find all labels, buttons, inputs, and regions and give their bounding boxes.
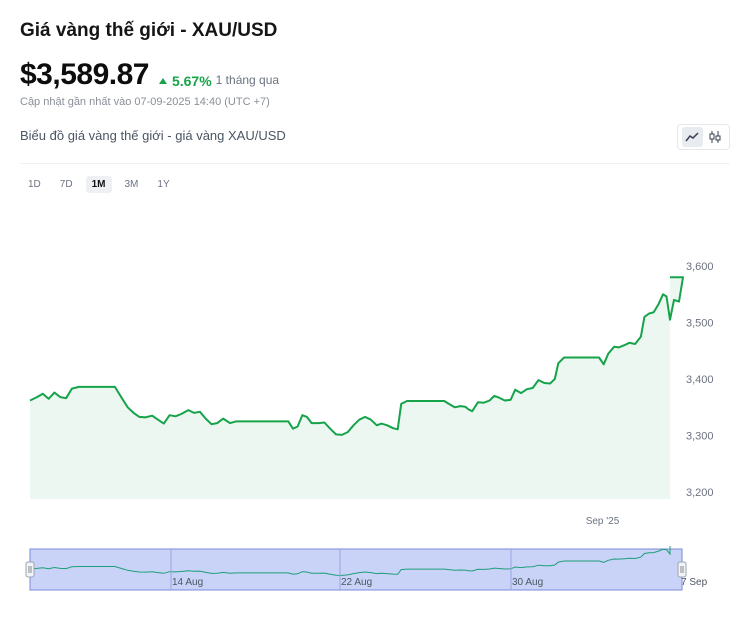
- navigator-label: 7 Sep: [681, 577, 708, 588]
- price-line: [29, 276, 684, 436]
- navigator-label: 22 Aug: [341, 577, 372, 588]
- navigator-handle-left[interactable]: [25, 561, 35, 578]
- y-tick-label: 3,600: [686, 261, 714, 273]
- x-tick-label: Sep '25: [586, 516, 620, 527]
- navigator-label: 30 Aug: [512, 577, 543, 588]
- current-price: $3,589.87: [20, 58, 149, 91]
- chart-title: Biểu đồ giá vàng thế giới - giá vàng XAU…: [20, 128, 286, 143]
- y-tick-label: 3,500: [686, 318, 714, 330]
- price-change: 5.67%: [158, 73, 212, 89]
- range-1m[interactable]: 1M: [85, 176, 112, 193]
- range-1d[interactable]: 1D: [28, 179, 41, 190]
- header-divider: [20, 163, 730, 164]
- page-title: Giá vàng thế giới - XAU/USD: [20, 20, 278, 41]
- candlestick-button[interactable]: [704, 127, 725, 147]
- change-percent: 5.67%: [171, 73, 212, 89]
- navigator-handle-right[interactable]: [677, 561, 687, 578]
- price-area: [30, 277, 683, 499]
- range-selector: 1D 7D 1M 3M 1Y: [22, 176, 183, 193]
- line-chart-button[interactable]: [681, 127, 703, 147]
- y-tick-label: 3,400: [686, 374, 714, 386]
- up-arrow-icon: [158, 78, 167, 84]
- chart-type-toggle: [677, 124, 730, 150]
- range-1y[interactable]: 1Y: [157, 179, 170, 190]
- range-3m[interactable]: 3M: [124, 179, 139, 190]
- range-7d[interactable]: 7D: [59, 179, 73, 190]
- y-tick-label: 3,300: [686, 431, 714, 443]
- price-row: $3,589.87 5.67% 1 tháng qua: [20, 58, 279, 92]
- line-chart-icon: [685, 132, 699, 142]
- navigator-label: 14 Aug: [172, 577, 203, 588]
- y-tick-label: 3,200: [686, 487, 714, 499]
- candlestick-icon: [709, 131, 721, 143]
- last-updated: Cập nhật gần nhất vào 07-09-2025 14:40 (…: [20, 96, 270, 108]
- change-period: 1 tháng qua: [215, 73, 280, 87]
- navigator-line: [29, 546, 671, 576]
